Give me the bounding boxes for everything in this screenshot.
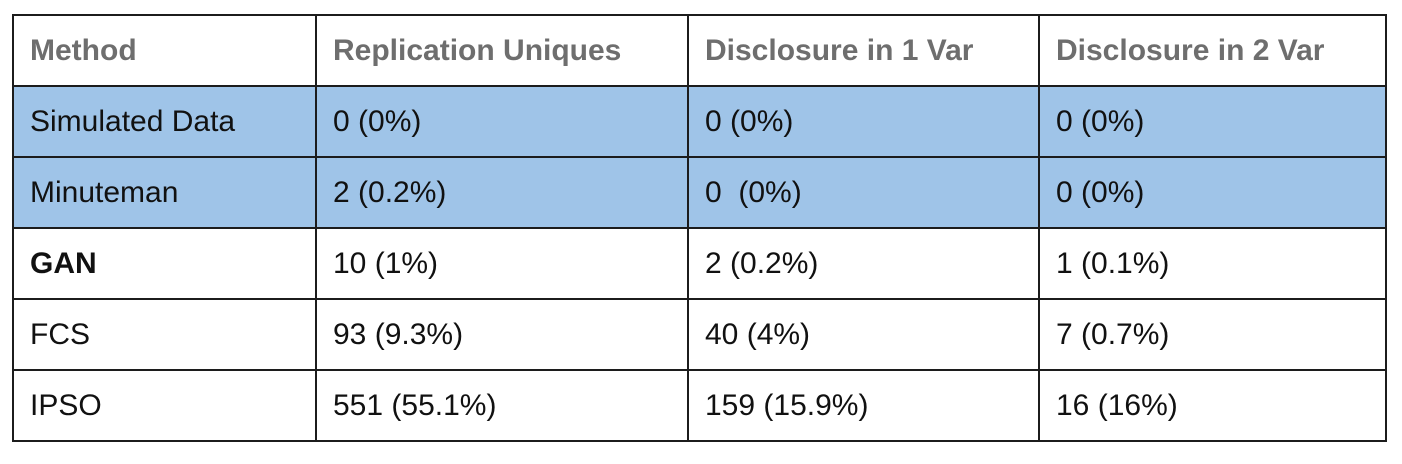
header-disclosure-1-var: Disclosure in 1 Var [687,14,1040,87]
cell-disclosure-1-var: 40 (4%) [687,298,1040,371]
table-row-minuteman: Minuteman 2 (0.2%) 0 (0%) 0 (0%) [12,156,1387,229]
cell-replication-uniques: 551 (55.1%) [315,369,689,442]
cell-method: IPSO [12,369,317,442]
cell-method: GAN [12,227,317,300]
cell-disclosure-1-var: 0 (0%) [687,156,1040,229]
header-method: Method [12,14,317,87]
table-row-simulated-data: Simulated Data 0 (0%) 0 (0%) 0 (0%) [12,85,1387,158]
cell-disclosure-2-var: 7 (0.7%) [1038,298,1387,371]
cell-disclosure-1-var: 2 (0.2%) [687,227,1040,300]
cell-replication-uniques: 93 (9.3%) [315,298,689,371]
cell-replication-uniques: 0 (0%) [315,85,689,158]
cell-replication-uniques: 2 (0.2%) [315,156,689,229]
cell-disclosure-2-var: 1 (0.1%) [1038,227,1387,300]
cell-disclosure-2-var: 0 (0%) [1038,85,1387,158]
cell-disclosure-1-var: 159 (15.9%) [687,369,1040,442]
header-disclosure-2-var: Disclosure in 2 Var [1038,14,1387,87]
table-row-ipso: IPSO 551 (55.1%) 159 (15.9%) 16 (16%) [12,369,1387,442]
cell-disclosure-2-var: 16 (16%) [1038,369,1387,442]
cell-replication-uniques: 10 (1%) [315,227,689,300]
cell-method: FCS [12,298,317,371]
table-row-gan: GAN 10 (1%) 2 (0.2%) 1 (0.1%) [12,227,1387,300]
results-table: Method Replication Uniques Disclosure in… [12,14,1387,442]
header-row: Method Replication Uniques Disclosure in… [12,14,1387,87]
header-replication-uniques: Replication Uniques [315,14,689,87]
cell-disclosure-2-var: 0 (0%) [1038,156,1387,229]
cell-method: Simulated Data [12,85,317,158]
cell-method: Minuteman [12,156,317,229]
table-row-fcs: FCS 93 (9.3%) 40 (4%) 7 (0.7%) [12,298,1387,371]
cell-disclosure-1-var: 0 (0%) [687,85,1040,158]
